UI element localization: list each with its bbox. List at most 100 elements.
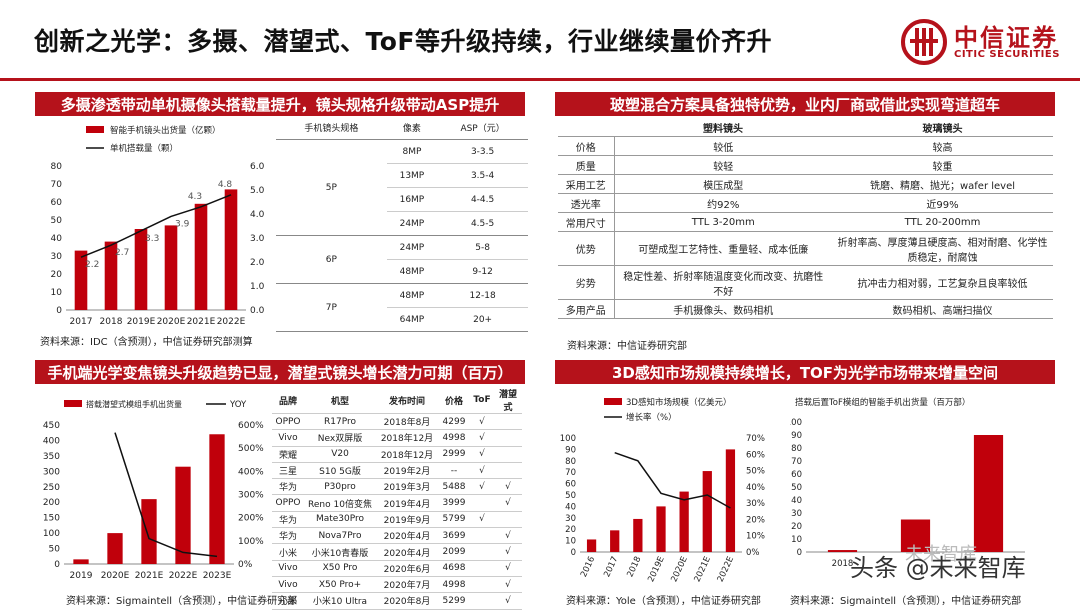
table-cell: 2020年8月 [376,592,438,610]
y2-tick-label: 100% [238,537,264,547]
table-cell: 5299 [438,592,470,610]
x-tick-label: 2022E [169,571,198,581]
x-tick-label: 2020E [669,555,689,584]
table-cell: 9-12 [472,266,493,277]
y2-tick-label: 6.0 [250,162,265,172]
legend-swatch [604,398,622,405]
y2-tick-label: 40% [746,483,765,493]
table-cell: 2018年12月 [376,446,438,463]
bar [725,449,736,552]
table-row: Vivo Nex双屏版 2018年12月 4998 √ [272,429,522,447]
y-tick-label: 20 [51,270,63,280]
table-cell: 较低 [614,136,832,156]
table-header [558,118,614,137]
table-cell [494,446,522,463]
section-header-3: 手机端光学变焦镜头升级趋势已显，潜望式镜头增长潜力可期（百万） [35,360,525,384]
table-cell: 数码相机、高端扫描仪 [832,299,1053,319]
table-cell: √ [494,543,522,561]
section-header-2: 玻塑混合方案具备独特优势，业内厂商或借此实现弯道超车 [555,92,1055,116]
y2-tick-label: 600% [238,421,264,431]
table-cell: 可塑成型工艺特性、重量轻、成本低廉 [614,231,832,266]
bar [73,559,89,564]
table-header: 手机镜头规格 [304,124,359,134]
table-cell: 5799 [438,511,470,529]
bar [194,203,208,310]
y-tick-label: 0 [797,548,802,558]
table-cell [494,511,522,529]
bar [900,519,931,552]
table-cell: 2099 [438,543,470,561]
table-cell: Reno 10倍变焦 [304,494,376,512]
source-note-2: 资料来源：中信证券研究部 [567,341,687,352]
y-tick-label: 150 [43,514,60,524]
y-tick-label: 10 [791,535,802,545]
table-cell: 4.5-5 [470,218,495,229]
table-row: 透光率 约92% 近99% [558,193,1053,213]
source-note-3: 资料来源：Sigmaintell（含预测），中信证券研究部 [66,596,298,607]
y-tick-label: 50 [791,483,802,493]
x-tick-label: 2018 [100,317,123,327]
table-cell: OPPO [272,413,304,431]
y-tick-label: 10 [565,537,576,547]
table-cell: √ [494,592,522,610]
table-cell: 2018年12月 [376,429,438,447]
x-tick-label: 2016 [579,555,597,579]
table-header: ToF [470,387,494,414]
logo-en: CITIC SECURITIES [954,49,1060,60]
table-cell: 8MP [402,146,422,157]
y-tick-label: 100 [43,529,60,539]
table-cell: 2018年8月 [376,413,438,431]
table-cell: 华为 [272,527,304,545]
data-label: 3.9 [175,219,190,229]
y-tick-label: 0 [56,306,62,316]
table-cell: 64MP [399,314,425,325]
table-cell: 三星 [272,462,304,480]
section-header-4: 3D感知市场规模持续增长，TOF为光学市场带来增量空间 [555,360,1055,384]
y2-tick-label: 0% [238,560,253,570]
table-cell: P30pro [304,478,376,496]
table-cell [470,527,494,545]
y2-tick-label: 1.0 [250,282,265,292]
y2-tick-label: 10% [746,532,765,542]
y-tick-label: 70 [565,468,576,478]
table-cell [470,494,494,512]
table-cell: -- [438,462,470,480]
y-tick-label: 350 [43,452,60,462]
watermark: 头条 @未来智库 [850,554,1026,582]
table-row: 华为 P30pro 2019年3月 5488 √ √ [272,478,522,496]
table-cell: √ [494,527,522,545]
table-cell: 24MP [399,218,425,229]
x-tick-label: 2020E [157,317,186,327]
table-cell: X50 Pro [304,560,376,577]
table-cell: 质量 [558,155,615,175]
y-tick-label: 200 [43,498,60,508]
table-row: 三星 S10 5G版 2019年2月 -- √ [272,462,522,480]
table-cell: 2020年6月 [376,560,438,577]
x-tick-label: 2022E [217,317,246,327]
y-tick-label: 0 [571,548,576,558]
bar [702,471,712,552]
periscope-shipment-chart: 搭载潜望式模组手机出货量 YOY 0 50 100 150 200 250 300 350 400 4… [43,399,264,581]
y2-tick-label: 400% [238,467,264,477]
table-cell: 6P [276,235,387,284]
y-tick-label: 30 [565,514,576,524]
x-tick-label: 2017 [602,555,620,579]
table-header: 发布时间 [376,387,438,414]
table-cell: 抗冲击力相对弱，工艺复杂且良率较低 [832,265,1053,300]
table-cell: 折射率高、厚度薄且硬度高、相对耐磨、化学性质稳定，耐腐蚀 [832,231,1053,266]
table-cell: 4998 [438,429,470,447]
y2-tick-label: 0.0 [250,306,265,316]
y-tick-label: 30 [51,252,63,262]
page-title: 创新之光学：多摄、潜望式、ToF等升级持续，行业继续量价齐升 [34,27,772,56]
table-header: 价格 [438,387,470,414]
table-row: 华为 Nova7Pro 2020年4月 3699 √ [272,527,522,545]
y-tick-label: 400 [43,436,60,446]
source-note-1: 资料来源：IDC（含预测），中信证券研究部测算 [40,337,253,348]
citic-emblem-icon [901,19,947,65]
y-tick-label: 300 [43,467,60,477]
table-cell: 劣势 [558,265,615,300]
bar [827,550,858,552]
data-label: 2.2 [85,260,99,270]
data-label: 4.3 [188,192,202,202]
table-cell: 2019年9月 [376,511,438,529]
